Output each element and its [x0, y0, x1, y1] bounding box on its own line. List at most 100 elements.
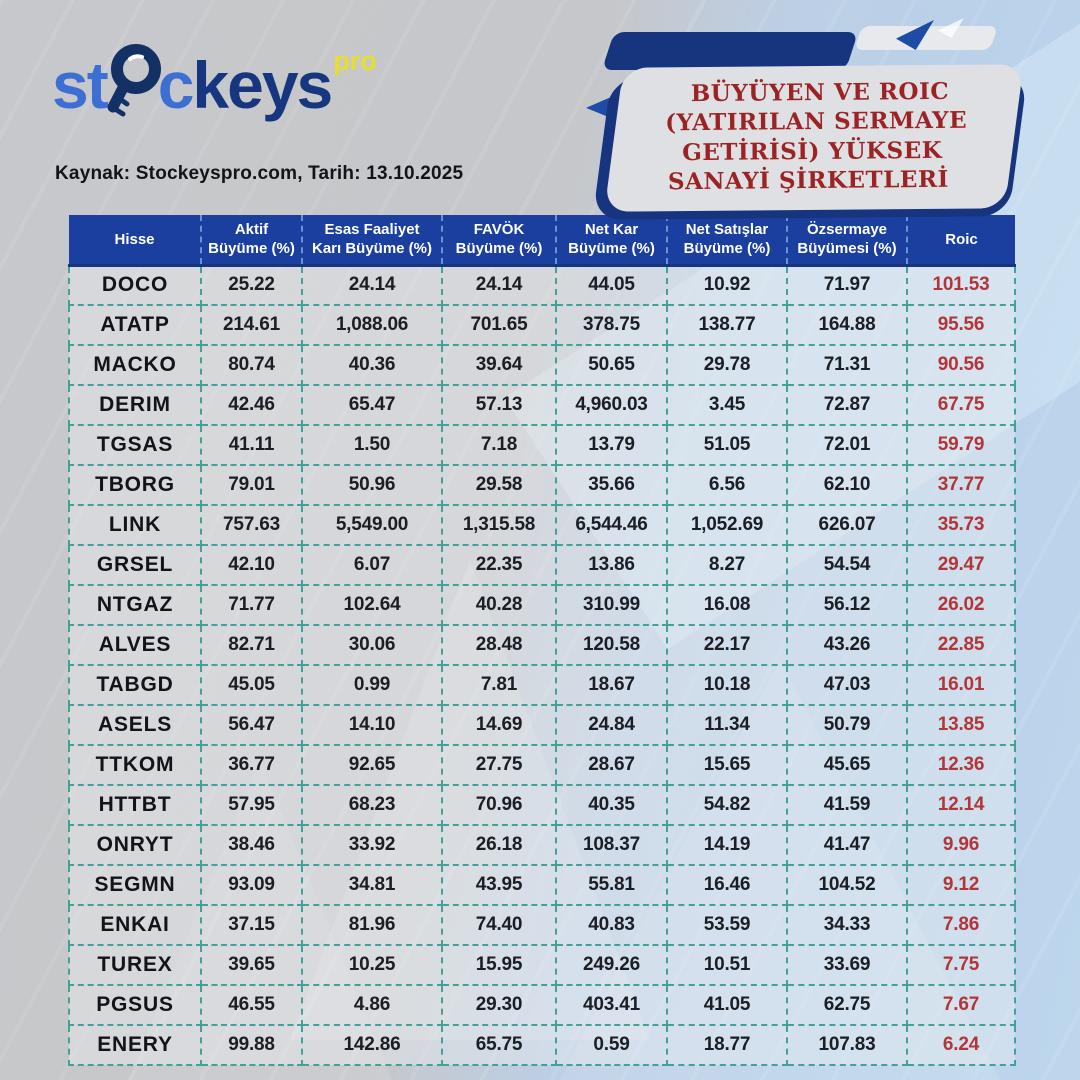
value-cell: 50.79: [786, 704, 908, 746]
value-cell: 53.59: [666, 904, 788, 946]
value-cell: 55.81: [555, 864, 668, 906]
value-cell: 80.74: [200, 344, 303, 386]
value-cell: 42.10: [200, 544, 303, 586]
table-row: PGSUS 46.55 4.86 29.30 403.41 41.05 62.75 7.67: [68, 984, 1016, 1026]
value-cell: 35.66: [555, 464, 668, 506]
value-cell: 38.46: [200, 824, 303, 866]
table-row: MACKO 80.74 40.36 39.64 50.65 29.78 71.31 90.56: [68, 344, 1016, 386]
value-cell: 28.48: [441, 624, 557, 666]
table-row: DOCO 25.22 24.14 24.14 44.05 10.92 71.97 101.53: [68, 264, 1016, 306]
roic-cell: 59.79: [906, 424, 1016, 466]
value-cell: 24.14: [301, 264, 443, 306]
ticker-cell: GRSEL: [68, 544, 202, 586]
value-cell: 6.56: [666, 464, 788, 506]
value-cell: 24.14: [441, 264, 557, 306]
roic-cell: 16.01: [906, 664, 1016, 706]
roic-cell: 90.56: [906, 344, 1016, 386]
value-cell: 25.22: [200, 264, 303, 306]
value-cell: 99.88: [200, 1024, 303, 1066]
value-cell: 4.86: [301, 984, 443, 1026]
value-cell: 34.33: [786, 904, 908, 946]
logo-text-keys: keys: [192, 48, 333, 122]
value-cell: 81.96: [301, 904, 443, 946]
ticker-cell: TUREX: [68, 944, 202, 986]
logo-text-st: st: [52, 48, 109, 122]
value-cell: 403.41: [555, 984, 668, 1026]
value-cell: 214.61: [200, 304, 303, 346]
value-cell: 120.58: [555, 624, 668, 666]
value-cell: 22.17: [666, 624, 788, 666]
value-cell: 70.96: [441, 784, 557, 826]
roic-cell: 35.73: [906, 504, 1016, 546]
table-header-row: Hisse Aktif Büyüme (%) Esas Faaliyet Karı …: [69, 215, 1015, 267]
value-cell: 28.67: [555, 744, 668, 786]
roic-cell: 37.77: [906, 464, 1016, 506]
ticker-cell: NTGAZ: [68, 584, 202, 626]
value-cell: 34.81: [301, 864, 443, 906]
value-cell: 10.51: [666, 944, 788, 986]
value-cell: 6.07: [301, 544, 443, 586]
value-cell: 10.18: [666, 664, 788, 706]
stockeys-logo: st ckeyspro: [52, 38, 377, 134]
value-cell: 0.99: [301, 664, 443, 706]
value-cell: 40.28: [441, 584, 557, 626]
value-cell: 5,549.00: [301, 504, 443, 546]
value-cell: 54.82: [666, 784, 788, 826]
ticker-cell: ATATP: [68, 304, 202, 346]
value-cell: 18.77: [666, 1024, 788, 1066]
value-cell: 39.65: [200, 944, 303, 986]
badge-title-line: SANAYİ ŞİRKETLERİ: [667, 166, 949, 196]
value-cell: 46.55: [200, 984, 303, 1026]
value-cell: 71.97: [786, 264, 908, 306]
ticker-cell: DOCO: [68, 264, 202, 306]
value-cell: 62.75: [786, 984, 908, 1026]
value-cell: 74.40: [441, 904, 557, 946]
roic-cell: 6.24: [906, 1024, 1016, 1066]
value-cell: 29.58: [441, 464, 557, 506]
column-header: Esas Faaliyet Karı Büyüme (%): [301, 215, 442, 267]
value-cell: 47.03: [786, 664, 908, 706]
value-cell: 14.19: [666, 824, 788, 866]
value-cell: 13.79: [555, 424, 668, 466]
value-cell: 16.46: [666, 864, 788, 906]
value-cell: 62.10: [786, 464, 908, 506]
value-cell: 33.69: [786, 944, 908, 986]
table-row: ENERY 99.88 142.86 65.75 0.59 18.77 107.83 6.24: [68, 1024, 1016, 1066]
table-row: ENKAI 37.15 81.96 74.40 40.83 53.59 34.33 7.86: [68, 904, 1016, 946]
roic-cell: 101.53: [906, 264, 1016, 306]
column-header: Aktif Büyüme (%): [200, 215, 302, 267]
value-cell: 72.01: [786, 424, 908, 466]
value-cell: 6,544.46: [555, 504, 668, 546]
value-cell: 1,315.58: [441, 504, 557, 546]
ticker-cell: SEGMN: [68, 864, 202, 906]
value-cell: 108.37: [555, 824, 668, 866]
value-cell: 71.31: [786, 344, 908, 386]
table-row: TGSAS 41.11 1.50 7.18 13.79 51.05 72.01 59.79: [68, 424, 1016, 466]
table-row: TABGD 45.05 0.99 7.81 18.67 10.18 47.03 16.01: [68, 664, 1016, 706]
value-cell: 14.69: [441, 704, 557, 746]
table-row: TUREX 39.65 10.25 15.95 249.26 10.51 33.69 7.75: [68, 944, 1016, 986]
value-cell: 33.92: [301, 824, 443, 866]
value-cell: 41.59: [786, 784, 908, 826]
value-cell: 4,960.03: [555, 384, 668, 426]
value-cell: 44.05: [555, 264, 668, 306]
table-row: LINK 757.63 5,549.00 1,315.58 6,544.46 1,052.…: [68, 504, 1016, 546]
value-cell: 72.87: [786, 384, 908, 426]
table-row: DERIM 42.46 65.47 57.13 4,960.03 3.45 72.87 67.…: [68, 384, 1016, 426]
value-cell: 40.35: [555, 784, 668, 826]
roic-cell: 9.96: [906, 824, 1016, 866]
value-cell: 45.05: [200, 664, 303, 706]
ticker-cell: ASELS: [68, 704, 202, 746]
value-cell: 13.86: [555, 544, 668, 586]
value-cell: 65.75: [441, 1024, 557, 1066]
ticker-cell: TABGD: [68, 664, 202, 706]
value-cell: 82.71: [200, 624, 303, 666]
value-cell: 26.18: [441, 824, 557, 866]
value-cell: 1.50: [301, 424, 443, 466]
value-cell: 14.10: [301, 704, 443, 746]
value-cell: 54.54: [786, 544, 908, 586]
column-header: Roic: [906, 215, 1015, 267]
value-cell: 10.25: [301, 944, 443, 986]
value-cell: 107.83: [786, 1024, 908, 1066]
title-badge: BÜYÜYEN VE ROIC (YATIRILAN SERMAYE GETİR…: [586, 18, 1036, 220]
